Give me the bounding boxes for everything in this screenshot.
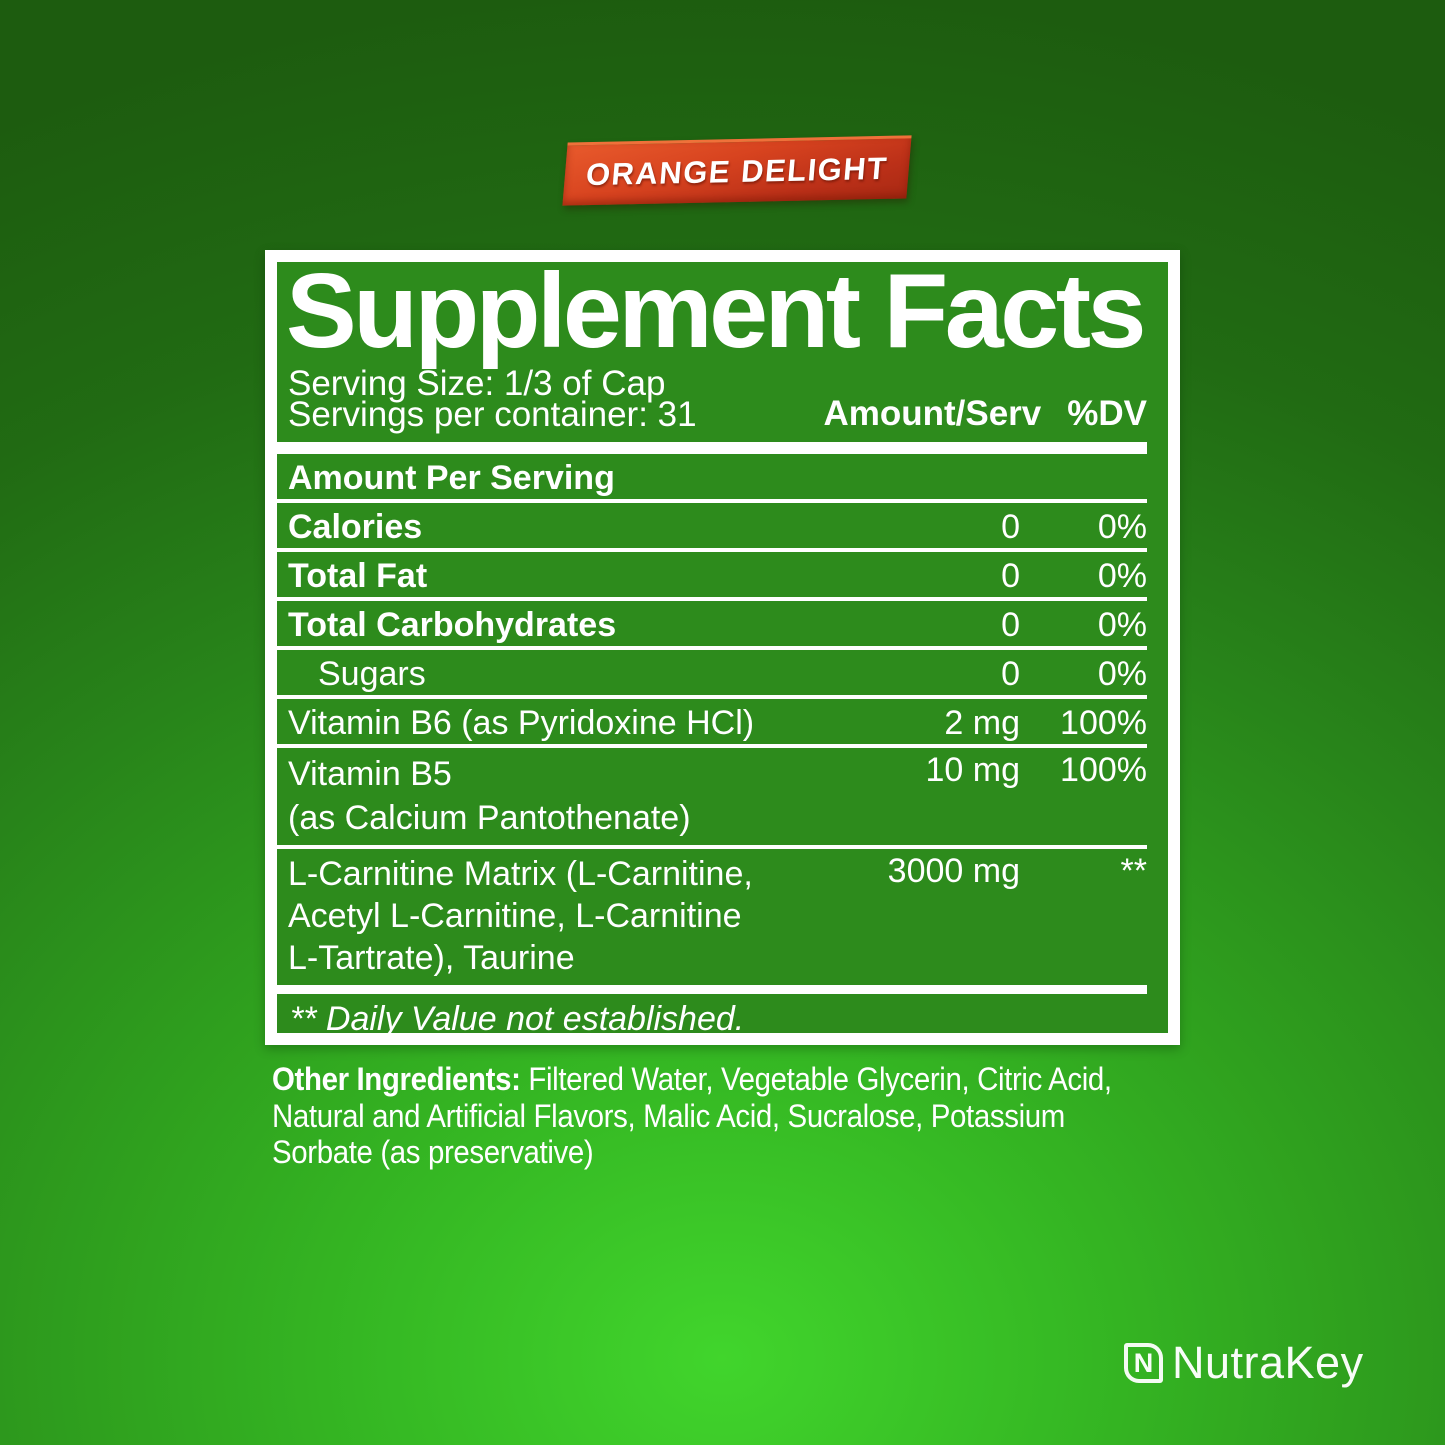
other-ingredients-line1-rest: Filtered Water, Vegetable Glycerin, Citr…	[520, 1061, 1112, 1097]
row-dv: 0%	[1097, 557, 1147, 595]
row-name-line2: Acetyl L-Carnitine, L-Carnitine	[288, 897, 742, 935]
row-amount: 0	[1001, 606, 1020, 644]
row-amount: 0	[1001, 557, 1020, 595]
flavor-badge-label: ORANGE DELIGHT	[584, 150, 890, 193]
row-amount: 0	[1001, 655, 1020, 693]
servings-per-container-text: Servings per container: 31	[288, 395, 697, 434]
thick-separator-top	[277, 442, 1147, 454]
row-name-line1: Vitamin B5	[288, 755, 452, 793]
row-name: Total Carbohydrates	[288, 606, 617, 644]
column-headers: Amount/Serv %DV	[823, 394, 1147, 433]
panel-title: Supplement Facts	[286, 252, 1146, 370]
row-dv: 0%	[1097, 655, 1147, 693]
table-row-total-fat: Total Fat 0 0%	[277, 552, 1147, 601]
table-row-total-carbohydrates: Total Carbohydrates 0 0%	[277, 601, 1147, 650]
row-dv: 0%	[1097, 508, 1147, 546]
daily-value-footnote: ** Daily Value not established.	[290, 1000, 745, 1038]
row-name: Total Fat	[288, 557, 428, 595]
row-amount: 3000 mg	[887, 852, 1020, 890]
section-header-label: Amount Per Serving	[288, 459, 615, 497]
other-ingredients-line3: Sorbate (as preservative)	[272, 1134, 594, 1170]
column-header-amount: Amount/Serv	[823, 394, 1042, 433]
row-name: Vitamin B5 (as Calcium Pantothenate)	[277, 752, 840, 840]
row-amount: 0	[1001, 508, 1020, 546]
row-name-line1: L-Carnitine Matrix (L-Carnitine,	[288, 855, 753, 893]
nutrakey-leaf-icon: N	[1124, 1343, 1163, 1383]
table-row-sugars: Sugars 0 0%	[277, 650, 1147, 699]
row-dv: 0%	[1097, 606, 1147, 644]
table-row-calories: Calories 0 0%	[277, 503, 1147, 552]
supplement-facts-panel: Supplement Facts Serving Size: 1/3 of Ca…	[265, 250, 1180, 1045]
row-name: L-Carnitine Matrix (L-Carnitine, Acetyl …	[277, 853, 840, 979]
row-name-line3: L-Tartrate), Taurine	[288, 939, 575, 977]
row-dv: **	[1120, 852, 1147, 890]
other-ingredients-label: Other Ingredients:	[272, 1061, 521, 1097]
serving-header: Serving Size: 1/3 of Cap Servings per co…	[288, 364, 1147, 434]
row-amount: 2 mg	[944, 704, 1020, 742]
row-amount: 10 mg	[925, 751, 1021, 789]
flavor-badge: ORANGE DELIGHT	[562, 135, 912, 206]
serving-size-text: Serving Size: 1/3 of Cap	[288, 364, 666, 403]
column-header-dv: %DV	[1067, 394, 1147, 433]
row-dv: 100%	[1060, 704, 1147, 742]
table-row-l-carnitine-matrix: L-Carnitine Matrix (L-Carnitine, Acetyl …	[277, 849, 1147, 985]
thick-separator-bottom	[277, 985, 1147, 994]
other-ingredients-line1: Other Ingredients: Filtered Water, Veget…	[272, 1061, 1266, 1098]
section-header-row: Amount Per Serving	[277, 454, 1147, 503]
brand-name: NutraKey	[1172, 1337, 1364, 1388]
row-name: Vitamin B6 (as Pyridoxine HCl)	[288, 704, 755, 742]
supplement-facts-content: Supplement Facts Serving Size: 1/3 of Ca…	[277, 252, 1147, 1038]
row-name: Sugars	[318, 655, 426, 693]
brand-logo: N NutraKey	[1124, 1337, 1364, 1389]
table-row-vitamin-b5: Vitamin B5 (as Calcium Pantothenate) 10 …	[277, 748, 1147, 849]
row-dv: 100%	[1060, 751, 1147, 789]
serving-info: Serving Size: 1/3 of Cap Servings per co…	[288, 364, 697, 434]
other-ingredients-line2: Natural and Artificial Flavors, Malic Ac…	[272, 1097, 1065, 1134]
nutrakey-icon-letter: N	[1133, 1347, 1154, 1378]
other-ingredients: Other Ingredients: Filtered Water, Veget…	[272, 1061, 1266, 1171]
row-name: Calories	[288, 508, 423, 546]
table-row-vitamin-b6: Vitamin B6 (as Pyridoxine HCl) 2 mg 100%	[277, 699, 1147, 748]
row-name-line2: (as Calcium Pantothenate)	[288, 799, 691, 837]
